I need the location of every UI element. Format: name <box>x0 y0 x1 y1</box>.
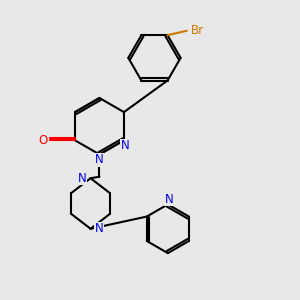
Text: N: N <box>94 222 103 235</box>
Text: N: N <box>78 172 87 185</box>
Text: Br: Br <box>191 24 204 37</box>
Text: N: N <box>95 153 104 166</box>
Text: N: N <box>121 139 130 152</box>
Text: N: N <box>165 193 174 206</box>
Text: O: O <box>39 134 48 147</box>
